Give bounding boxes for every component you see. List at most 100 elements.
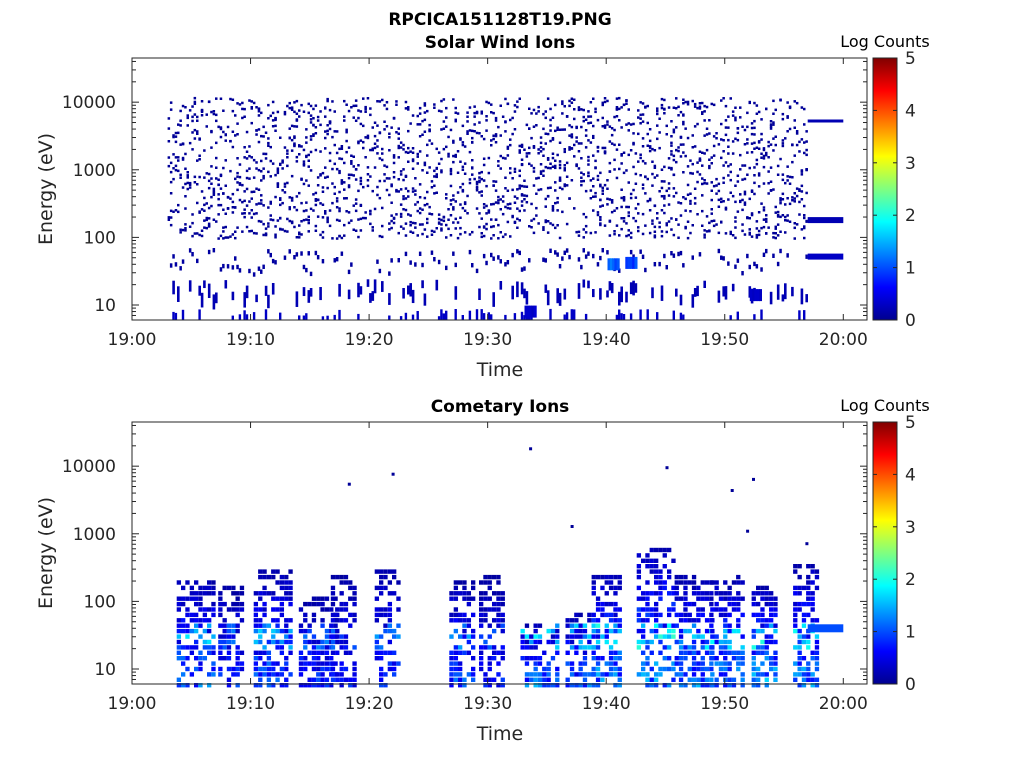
data-cell (331, 100, 334, 103)
data-cell (275, 618, 280, 623)
data-cell (324, 666, 330, 672)
data-cell (279, 136, 282, 139)
data-cell (262, 264, 265, 269)
data-cell (316, 115, 320, 119)
data-cell (331, 237, 334, 240)
data-cell (641, 232, 645, 236)
data-cell (224, 184, 227, 187)
data-cell (253, 607, 259, 612)
data-cell (679, 135, 683, 139)
data-cell (366, 136, 370, 140)
data-cell (338, 147, 341, 151)
data-cell (529, 672, 534, 677)
data-cell (656, 109, 659, 113)
data-cell (665, 230, 668, 234)
data-cell (582, 645, 588, 650)
data-cell (205, 216, 208, 220)
data-cell (392, 175, 396, 179)
data-cell (383, 179, 386, 183)
data-cell (496, 661, 501, 666)
data-cell (678, 650, 684, 655)
data-cell (172, 167, 175, 170)
data-cell (407, 106, 410, 109)
data-cell (352, 116, 355, 119)
data-cell (262, 574, 267, 580)
data-cell (328, 209, 332, 212)
data-cell (574, 683, 579, 688)
data-cell (773, 612, 778, 618)
data-cell (452, 198, 455, 201)
data-cell (196, 183, 199, 186)
data-cell (198, 158, 201, 161)
data-cell (575, 136, 578, 139)
data-cell (740, 661, 745, 666)
data-cell (803, 151, 806, 155)
data-cell (563, 169, 566, 172)
data-cell (520, 628, 525, 634)
data-cell (359, 182, 363, 186)
data-cell (793, 645, 798, 650)
data-cell (379, 656, 384, 661)
data-cell (447, 218, 450, 221)
data-cell (654, 677, 659, 682)
data-cell (654, 683, 659, 688)
data-cell (492, 137, 495, 141)
data-cell (447, 155, 450, 158)
data-cell (658, 225, 661, 229)
data-cell (601, 101, 604, 105)
data-cell (279, 203, 282, 207)
data-cell (723, 628, 728, 634)
data-cell (663, 180, 666, 183)
data-cell (801, 623, 807, 628)
data-cell (663, 98, 666, 102)
data-cell (458, 672, 463, 677)
data-cell (774, 225, 777, 229)
data-cell (549, 222, 552, 225)
data-cell (490, 225, 493, 229)
data-cell (556, 201, 559, 204)
data-cell (324, 147, 327, 150)
data-cell (319, 233, 322, 237)
data-cell (245, 225, 249, 229)
data-cell (724, 104, 728, 108)
data-cell (617, 666, 622, 672)
data-cell (447, 208, 450, 211)
data-cell (453, 580, 459, 585)
data-cell (207, 100, 211, 104)
data-cell (600, 612, 605, 618)
data-cell (471, 166, 474, 169)
data-cell (284, 628, 289, 634)
data-cell (756, 585, 761, 591)
data-cell (440, 169, 443, 172)
data-cell (710, 189, 713, 192)
data-cell (801, 666, 807, 672)
data-cell (243, 115, 246, 118)
data-cell (329, 656, 334, 661)
data-cell (691, 634, 697, 639)
data-cell (369, 107, 372, 110)
data-cell (418, 112, 422, 115)
data-cell (181, 228, 185, 232)
data-cell (458, 618, 463, 623)
data-cell (717, 182, 721, 186)
data-cell (258, 677, 263, 682)
data-cell (205, 113, 208, 116)
data-cell (407, 213, 410, 216)
data-cell (414, 189, 417, 192)
data-cell (347, 109, 351, 113)
data-cell (205, 172, 208, 175)
data-cell (779, 99, 782, 102)
data-cell (674, 574, 679, 580)
data-cell (378, 179, 382, 183)
data-cell (592, 253, 595, 259)
data-cell (658, 131, 661, 134)
data-cell (226, 623, 232, 628)
data-cell (362, 185, 365, 189)
data-cell (288, 127, 291, 130)
data-cell (411, 190, 415, 193)
data-cell (582, 623, 588, 628)
data-cell (211, 650, 216, 655)
data-cell (260, 220, 263, 223)
data-cell (300, 201, 303, 205)
data-cell (686, 103, 690, 106)
